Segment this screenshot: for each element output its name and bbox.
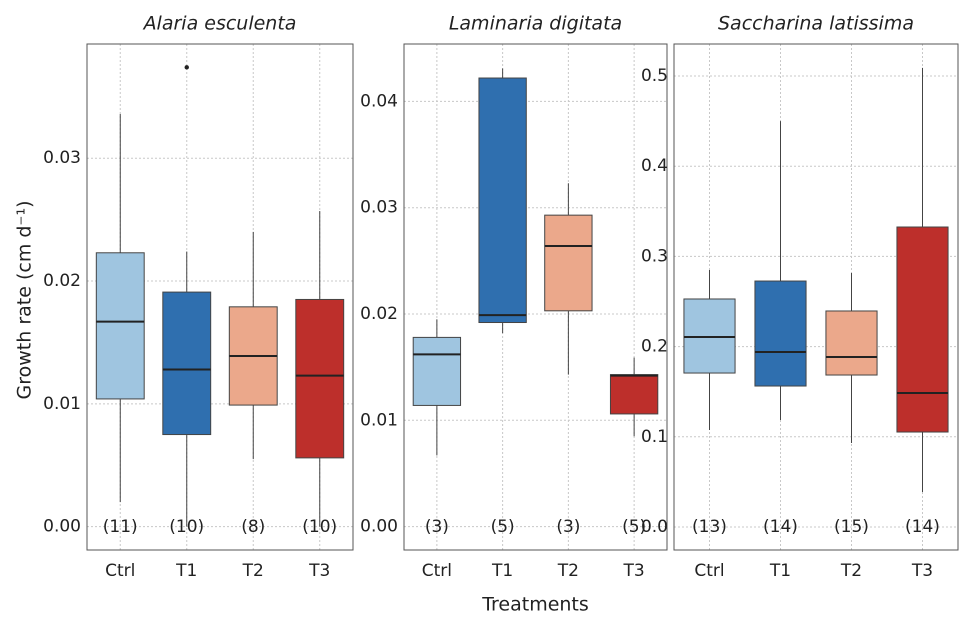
box [478,77,527,324]
x-tick-label: T1 [175,561,197,581]
x-tick-label: Ctrl [694,561,724,581]
y-tick-label: 0.02 [360,304,398,324]
y-tick-label: 0.02 [43,271,81,291]
count-label: (15) [834,517,869,537]
panel-title: Laminaria digitata [449,13,622,35]
x-tick-label: T3 [623,561,645,581]
box [95,252,145,400]
panel-title: Alaria esculenta [142,13,297,35]
y-tick-label: 0.3 [641,246,668,266]
y-tick-label: 0.03 [43,148,81,168]
box [295,298,345,459]
y-tick-label: 0.4 [641,156,668,176]
outlier [184,65,189,70]
x-tick-label: T2 [840,561,862,581]
y-tick-label: 0.01 [360,410,398,430]
plot-frame [673,43,959,551]
panel-title: Saccharina latissima [718,13,914,35]
count-label: (10) [169,517,204,537]
x-tick-label: Ctrl [105,561,135,581]
x-tick-label: T2 [557,561,579,581]
y-axis-title: Growth rate (cm d⁻¹) [14,201,36,400]
y-tick-label: 0.0 [641,517,668,537]
y-tick-label: 0.2 [641,337,668,357]
x-tick-label: Ctrl [422,561,452,581]
count-label: (3) [425,517,449,537]
x-axis-title: Treatments [481,594,589,616]
box [896,226,949,433]
plot-frame [86,43,354,551]
x-tick-label: T3 [308,561,330,581]
y-tick-label: 0.03 [360,198,398,218]
count-label: (14) [905,517,940,537]
x-tick-label: T2 [242,561,264,581]
y-tick-label: 0.00 [43,517,81,537]
y-tick-label: 0.01 [43,394,81,414]
count-label: (10) [302,517,337,537]
box [754,280,807,387]
count-label: (13) [692,517,727,537]
x-tick-label: T1 [491,561,513,581]
x-tick-label: T3 [911,561,933,581]
count-label: (11) [103,517,138,537]
box [609,374,659,415]
y-tick-label: 0.00 [360,517,398,537]
count-label: (3) [556,517,580,537]
box [544,214,593,312]
box [683,298,736,374]
y-tick-label: 0.04 [360,91,398,111]
box [825,310,878,376]
box [162,291,212,436]
count-label: (5) [622,517,646,537]
box [412,336,462,406]
y-tick-label: 0.5 [641,66,668,86]
count-label: (5) [491,517,515,537]
count-label: (8) [241,517,265,537]
y-tick-label: 0.1 [641,427,668,447]
count-label: (14) [763,517,798,537]
x-tick-label: T1 [769,561,791,581]
plot-frame [403,43,668,551]
